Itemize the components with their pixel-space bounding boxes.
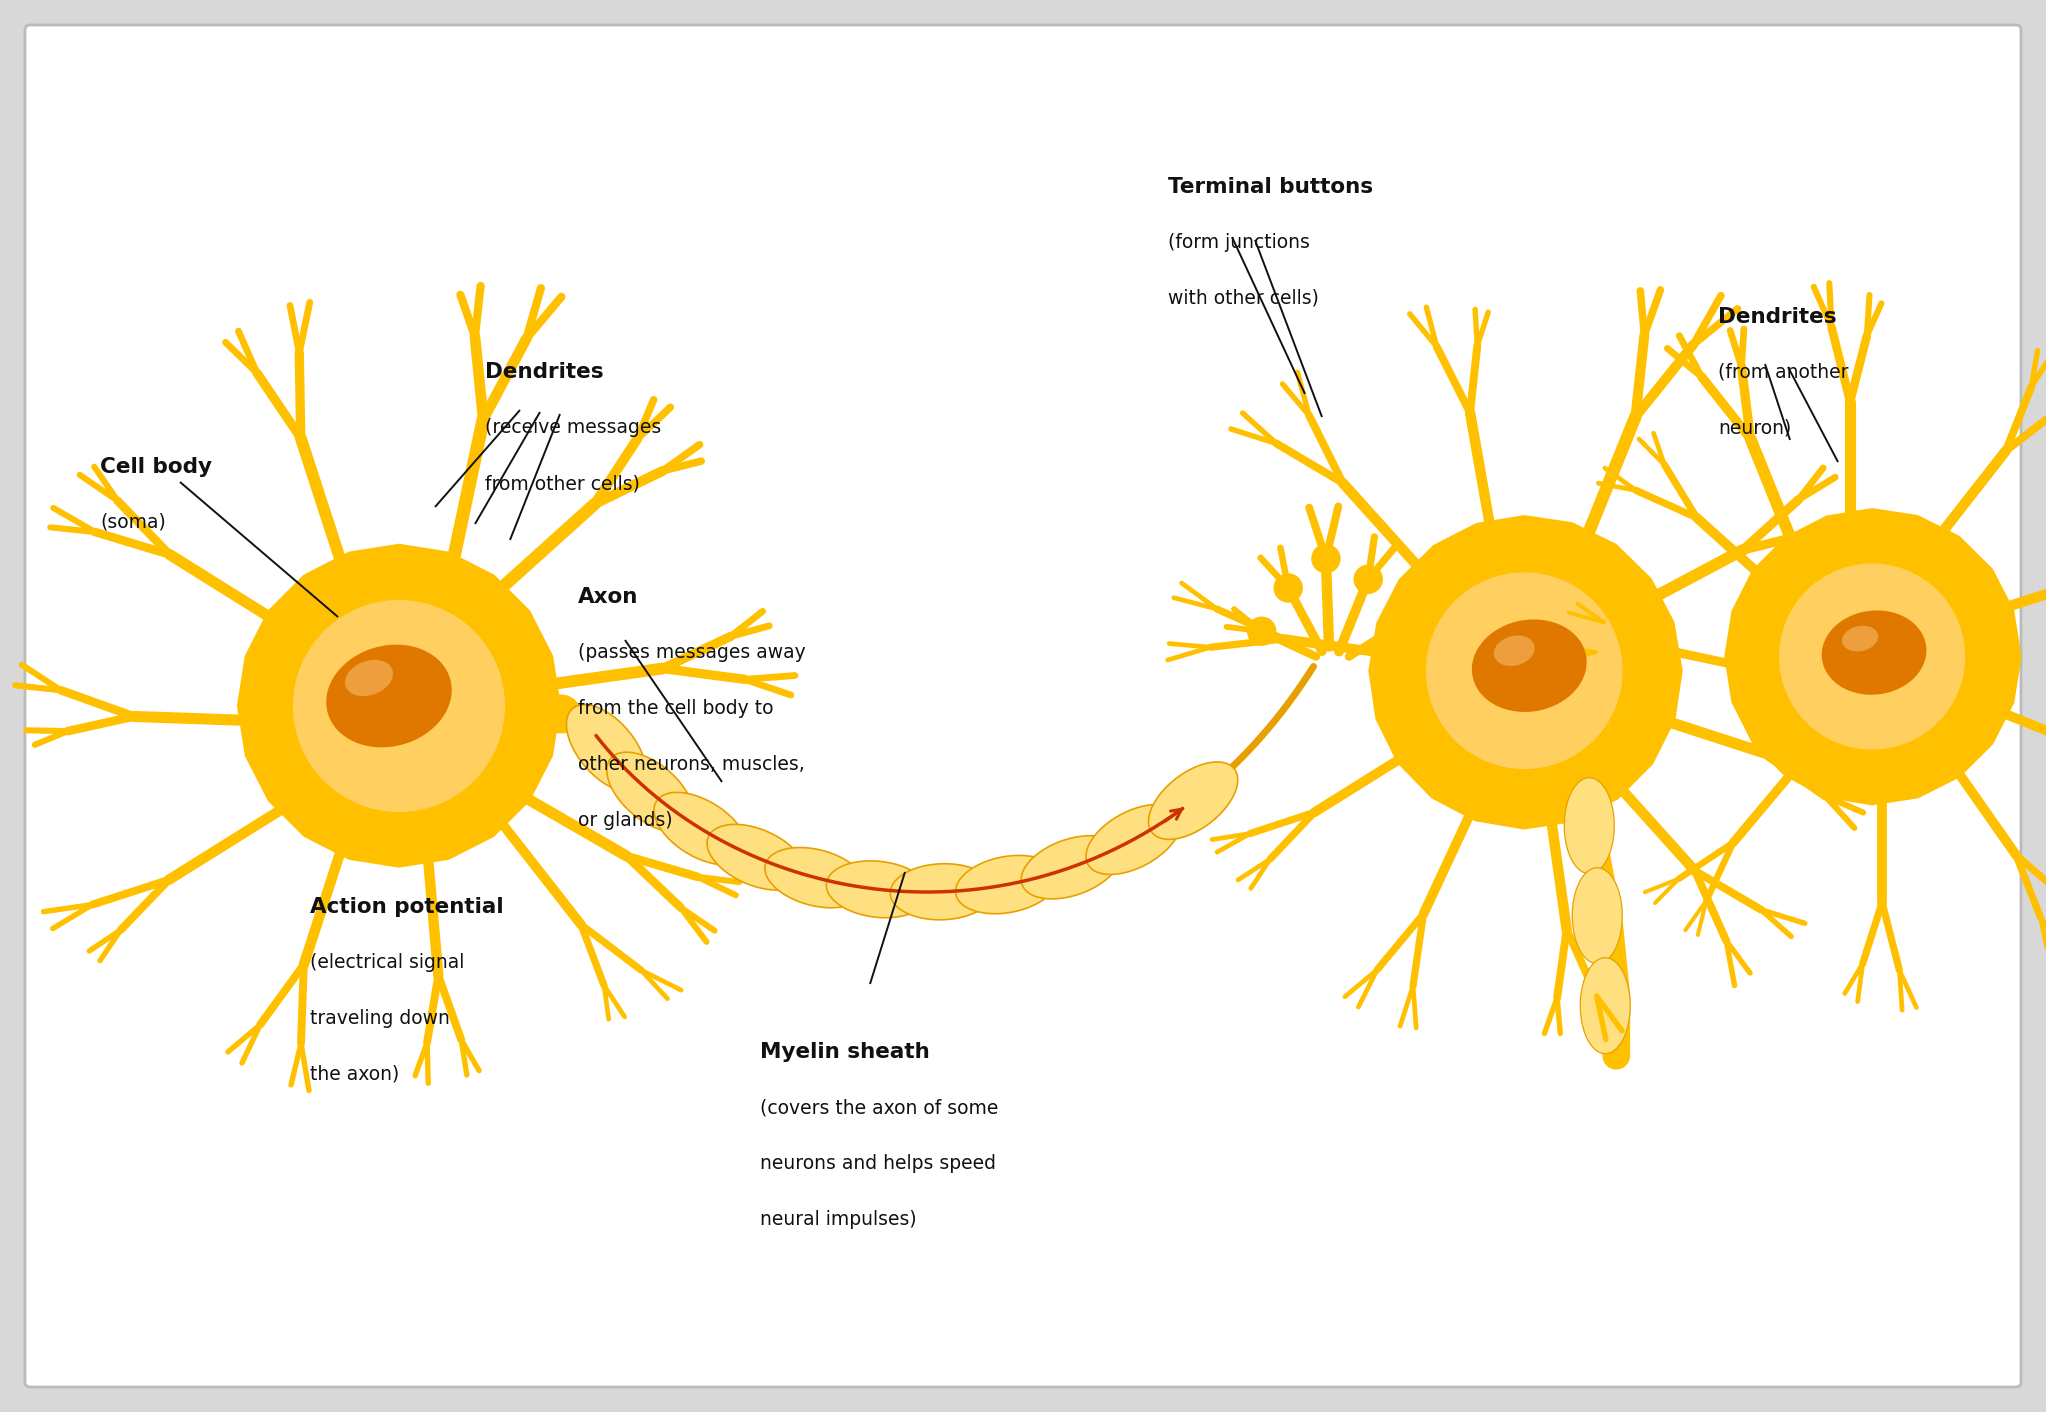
Polygon shape	[1571, 868, 1622, 963]
Text: Dendrites: Dendrites	[1719, 306, 1837, 328]
Circle shape	[293, 600, 505, 812]
Text: neurons and helps speed: neurons and helps speed	[759, 1154, 996, 1173]
Text: (receive messages: (receive messages	[485, 418, 661, 436]
Ellipse shape	[325, 645, 452, 747]
Polygon shape	[1148, 762, 1238, 839]
Text: (passes messages away: (passes messages away	[579, 642, 806, 662]
Polygon shape	[237, 544, 561, 868]
Polygon shape	[1021, 836, 1121, 899]
Text: Myelin sheath: Myelin sheath	[759, 1042, 929, 1062]
Text: other neurons, muscles,: other neurons, muscles,	[579, 755, 804, 774]
Circle shape	[1426, 573, 1622, 768]
Text: Action potential: Action potential	[311, 897, 503, 916]
Ellipse shape	[1821, 610, 1927, 695]
Circle shape	[1248, 617, 1275, 645]
Circle shape	[1389, 609, 1418, 637]
Text: (covers the axon of some: (covers the axon of some	[759, 1099, 998, 1117]
Ellipse shape	[1841, 626, 1878, 651]
Ellipse shape	[1471, 620, 1586, 712]
Text: Dendrites: Dendrites	[485, 361, 604, 383]
Text: the axon): the axon)	[311, 1065, 399, 1084]
Polygon shape	[955, 856, 1058, 914]
Text: neural impulses): neural impulses)	[759, 1210, 917, 1228]
Text: (form junctions: (form junctions	[1168, 233, 1309, 251]
Polygon shape	[765, 847, 865, 908]
Ellipse shape	[346, 659, 393, 696]
Polygon shape	[608, 753, 694, 832]
Circle shape	[1780, 565, 1964, 748]
Text: Cell body: Cell body	[100, 457, 213, 477]
Text: (from another: (from another	[1719, 363, 1848, 383]
Text: neuron): neuron)	[1719, 419, 1790, 438]
Text: with other cells): with other cells)	[1168, 289, 1320, 308]
Circle shape	[1275, 575, 1301, 602]
Ellipse shape	[1494, 635, 1534, 666]
Polygon shape	[708, 825, 806, 890]
Text: (electrical signal: (electrical signal	[311, 953, 464, 971]
Text: (soma): (soma)	[100, 513, 166, 532]
Text: or glands): or glands)	[579, 810, 673, 830]
Text: from other cells): from other cells)	[485, 474, 640, 493]
Polygon shape	[1725, 508, 2021, 805]
Polygon shape	[1369, 515, 1682, 829]
Polygon shape	[655, 792, 747, 864]
Polygon shape	[890, 864, 994, 919]
Polygon shape	[567, 705, 647, 792]
Polygon shape	[1580, 957, 1631, 1053]
Circle shape	[1354, 565, 1383, 593]
FancyBboxPatch shape	[25, 25, 2021, 1387]
Polygon shape	[1086, 805, 1181, 874]
Text: Axon: Axon	[579, 587, 638, 607]
Polygon shape	[1565, 778, 1614, 874]
Circle shape	[1311, 545, 1340, 573]
Text: from the cell body to: from the cell body to	[579, 699, 773, 717]
Text: traveling down: traveling down	[311, 1010, 450, 1028]
Text: Terminal buttons: Terminal buttons	[1168, 176, 1373, 198]
Polygon shape	[827, 861, 929, 918]
